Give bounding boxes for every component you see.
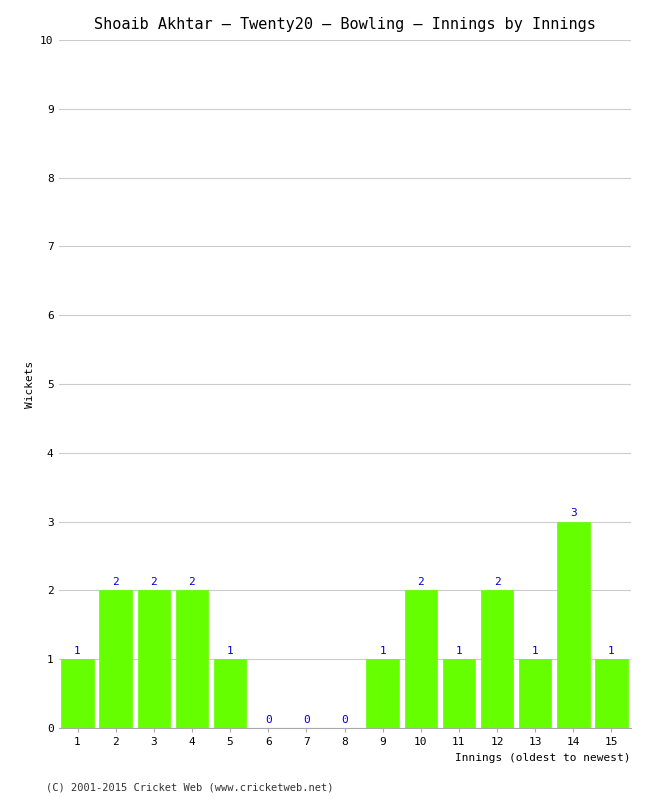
Text: 1: 1 xyxy=(456,646,462,656)
Title: Shoaib Akhtar – Twenty20 – Bowling – Innings by Innings: Shoaib Akhtar – Twenty20 – Bowling – Inn… xyxy=(94,17,595,32)
Text: 1: 1 xyxy=(532,646,539,656)
Text: 1: 1 xyxy=(379,646,386,656)
Bar xyxy=(595,659,628,728)
Bar xyxy=(443,659,475,728)
Bar xyxy=(367,659,399,728)
Bar xyxy=(61,659,94,728)
Text: 2: 2 xyxy=(493,577,501,587)
Text: 3: 3 xyxy=(570,508,577,518)
Bar xyxy=(214,659,246,728)
Bar xyxy=(99,590,132,728)
Bar xyxy=(404,590,437,728)
Bar xyxy=(557,522,590,728)
Text: 2: 2 xyxy=(150,577,157,587)
Y-axis label: Wickets: Wickets xyxy=(25,360,34,408)
Text: 1: 1 xyxy=(74,646,81,656)
Text: 0: 0 xyxy=(303,714,310,725)
Text: 2: 2 xyxy=(417,577,424,587)
X-axis label: Innings (oldest to newest): Innings (oldest to newest) xyxy=(455,753,630,762)
Text: 2: 2 xyxy=(112,577,119,587)
Text: (C) 2001-2015 Cricket Web (www.cricketweb.net): (C) 2001-2015 Cricket Web (www.cricketwe… xyxy=(46,782,333,792)
Bar xyxy=(138,590,170,728)
Text: 0: 0 xyxy=(265,714,272,725)
Text: 1: 1 xyxy=(608,646,615,656)
Text: 0: 0 xyxy=(341,714,348,725)
Text: 2: 2 xyxy=(188,577,196,587)
Bar xyxy=(481,590,514,728)
Text: 1: 1 xyxy=(227,646,233,656)
Bar xyxy=(519,659,551,728)
Bar xyxy=(176,590,208,728)
